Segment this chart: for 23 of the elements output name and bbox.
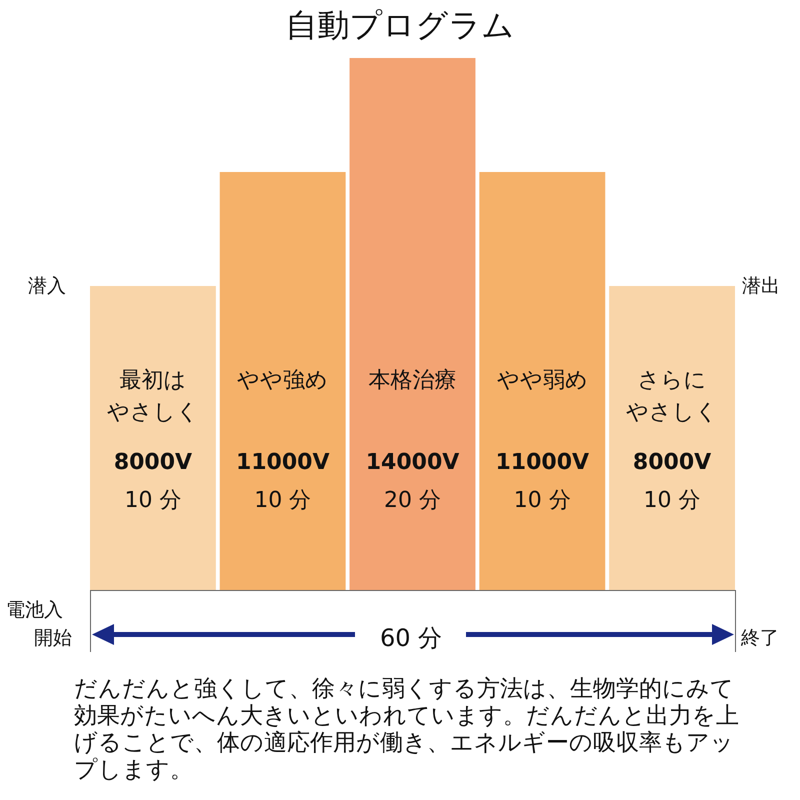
text: 開始	[34, 626, 72, 651]
data-label: 14000V	[366, 450, 460, 475]
x-tick-label: やや弱め	[496, 368, 588, 393]
x-tick-label: さらにやさしく	[626, 368, 718, 425]
text: だんだんと強くして、徐々に弱くする方法は、生物学的にみて効果がたいへん大きいといわれています。だんだんと出力を上げることで、体の適応作用が働き、エネルギーの吸収率もアップします。	[74, 676, 740, 784]
x-tick-label: やや強め	[237, 368, 328, 393]
text: 60 分	[380, 623, 442, 654]
chart-title: 自動プログラム	[284, 5, 516, 46]
data-label: 8000V	[114, 450, 192, 475]
annotation: 10 分	[254, 488, 312, 513]
x-tick-label: 最初はやさしく	[106, 368, 199, 425]
annotation: 10 分	[514, 488, 571, 513]
text: 潜入	[28, 274, 66, 299]
data-label: 11000V	[495, 450, 590, 475]
data-label: 11000V	[236, 450, 330, 475]
text: 潜出	[742, 274, 780, 299]
text: 電池入	[6, 598, 63, 623]
annotation: 10 分	[124, 488, 182, 513]
data-label: 8000V	[632, 450, 712, 475]
annotation: 20 分	[384, 488, 441, 513]
annotation: 10 分	[644, 488, 701, 513]
x-tick-label: 本格治療	[368, 368, 456, 393]
text: 終了	[741, 626, 779, 651]
